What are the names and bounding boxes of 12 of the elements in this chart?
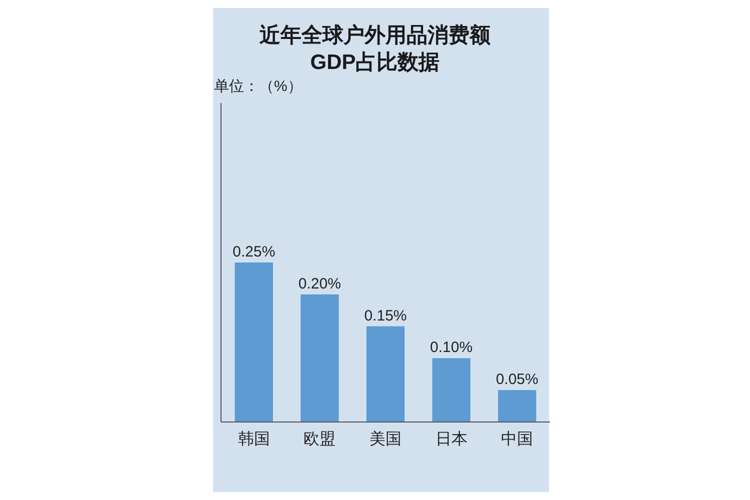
annotation: 单位：（%） (214, 78, 302, 95)
data-label: 0.15% (364, 307, 407, 324)
x-tick-label: 韩国 (238, 431, 270, 448)
data-label: 0.10% (430, 339, 473, 356)
x-tick-label: 美国 (370, 431, 402, 448)
x-tick-label: 欧盟 (304, 431, 336, 448)
data-label: 0.25% (232, 244, 276, 260)
data-label: 0.20% (298, 275, 341, 292)
x-tick-label: 中国 (501, 431, 534, 448)
data-label: 0.05% (496, 371, 538, 388)
title: 近年全球户外用品消费额GDP占比数据 (258, 22, 492, 76)
x-tick-label: 日本 (435, 431, 468, 448)
